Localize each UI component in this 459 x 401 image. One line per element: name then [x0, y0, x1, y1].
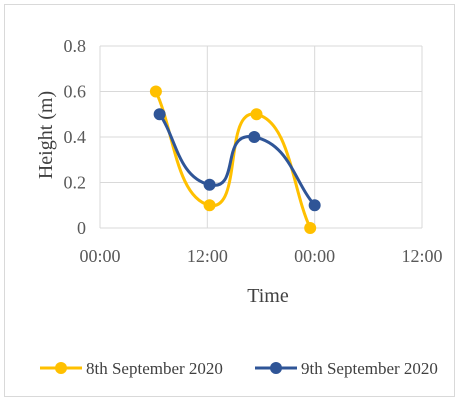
legend-marker: [270, 362, 282, 374]
data-point: [248, 131, 261, 143]
legend-item: 9th September 2020: [255, 359, 438, 378]
legend-label: 8th September 2020: [86, 359, 223, 378]
series-line: [158, 113, 316, 207]
legend: 8th September 2020 9th September 2020: [40, 359, 438, 378]
legend-label: 9th September 2020: [301, 359, 438, 378]
y-tick-label: 0: [77, 218, 86, 238]
y-tick-label: 0.8: [64, 36, 87, 56]
data-point: [308, 199, 321, 212]
series-1: [149, 85, 317, 234]
y-tick-labels: 0 0.2 0.4 0.6 0.8: [64, 36, 87, 238]
series-2: [153, 108, 321, 212]
x-tick-labels: 00:00 12:00 00:00 12:00: [79, 246, 442, 266]
y-tick-label: 0.6: [64, 82, 87, 102]
series-group: [149, 85, 321, 234]
x-tick-label: 00:00: [294, 246, 335, 266]
legend-item: 8th September 2020: [40, 359, 223, 378]
chart-frame: [4, 4, 455, 397]
series-line: [154, 90, 312, 229]
y-tick-label: 0.4: [64, 127, 87, 147]
y-axis-title: Height (m): [35, 91, 57, 179]
legend-marker: [55, 362, 67, 374]
data-point: [203, 178, 216, 191]
x-axis-title: Time: [247, 285, 289, 307]
data-point: [304, 222, 317, 234]
data-point: [149, 85, 162, 98]
x-tick-label: 12:00: [187, 246, 228, 266]
y-tick-label: 0.2: [64, 173, 87, 193]
grid: [99, 45, 423, 229]
data-point: [153, 108, 166, 121]
x-tick-label: 12:00: [401, 246, 442, 266]
data-point: [203, 199, 216, 212]
data-point: [250, 108, 263, 121]
x-tick-label: 00:00: [79, 246, 120, 266]
